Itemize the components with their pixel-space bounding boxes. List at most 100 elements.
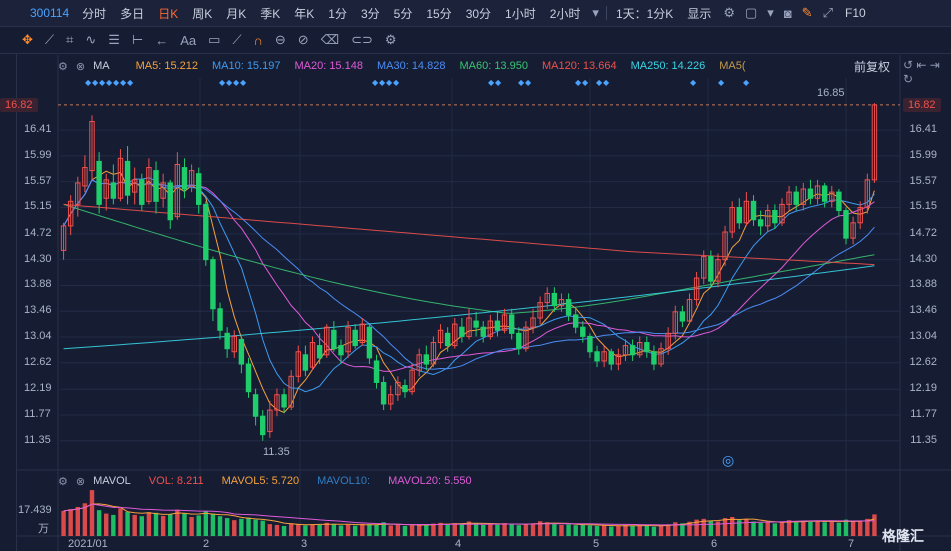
indicator-settings-icon[interactable]: ⚙	[58, 60, 68, 73]
volume-bar	[858, 520, 863, 536]
volume-bar	[203, 510, 209, 536]
period-tab-month-k[interactable]: 月K	[226, 6, 247, 21]
volume-close-icon[interactable]: ⊗	[75, 475, 86, 488]
candle-body	[715, 259, 721, 282]
camera-icon[interactable]: ◙	[783, 5, 792, 21]
candle-body	[359, 323, 366, 344]
period-tab-30min[interactable]: 30分	[465, 6, 492, 21]
period-tab-3min[interactable]: 3分	[360, 6, 380, 21]
volume-bar	[224, 518, 230, 536]
date-label: 4	[455, 538, 462, 550]
cycle-select[interactable]: 1天：1分K	[615, 6, 674, 21]
volume-settings-icon[interactable]: ⚙	[58, 475, 68, 488]
period-tab-5min[interactable]: 5分	[393, 6, 413, 21]
candle-body	[658, 348, 664, 365]
text-tool-icon[interactable]: Aa	[180, 32, 197, 48]
volume-bar	[402, 525, 408, 536]
period-tab-1hour[interactable]: 1小时	[505, 6, 536, 21]
fullscreen-icon[interactable]: ⤢	[822, 5, 833, 20]
candle-body	[167, 182, 173, 221]
candle-body	[757, 219, 764, 227]
event-marker: ◆	[603, 78, 610, 87]
display-select[interactable]: 显示	[687, 6, 712, 21]
chevron-down-icon[interactable]: ▾	[767, 5, 774, 20]
chevron-down-icon[interactable]: ▾	[592, 5, 599, 20]
lock-icon[interactable]: ⊖	[274, 32, 286, 47]
wave-tool-icon[interactable]: ∿	[85, 32, 97, 47]
volume-bar	[701, 518, 706, 536]
candle-body	[274, 394, 280, 411]
period-bar: 300114 分时 多日 日K 周K 月K 季K 年K 1分 3分 5分 15分…	[0, 0, 951, 27]
trash-icon[interactable]: ⌫	[320, 32, 340, 47]
ruler-icon[interactable]: ⟋	[232, 32, 242, 47]
separator	[605, 6, 607, 20]
volume-bar	[872, 514, 877, 536]
period-tab-multiday[interactable]: 多日	[120, 6, 145, 21]
magnet-icon[interactable]: ∩	[253, 32, 263, 48]
settings-gear-icon[interactable]: ⚙	[723, 5, 735, 20]
candle-body	[629, 345, 636, 356]
range-tool-icon[interactable]: ⊢	[131, 32, 144, 47]
candle-body	[160, 182, 166, 199]
channel-tool-icon[interactable]: ⌗	[66, 32, 74, 47]
candle-body	[416, 354, 422, 371]
volume-bar	[89, 490, 95, 536]
toolbar-settings-icon[interactable]: ⚙	[384, 32, 397, 47]
arrow-tool-icon[interactable]: ←	[155, 32, 169, 48]
rectangle-tool-icon[interactable]: ▭	[208, 32, 221, 47]
candle-body	[380, 381, 387, 405]
volume-bar	[367, 524, 372, 536]
hide-icon[interactable]: ⊘	[297, 32, 309, 47]
volume-bar	[260, 520, 265, 536]
pencil-icon[interactable]: ✎	[801, 5, 813, 20]
candle-body	[772, 210, 778, 224]
candle-body	[338, 345, 344, 356]
period-tab-1min[interactable]: 1分	[328, 6, 347, 21]
volume-bar	[182, 513, 187, 536]
indicator-close-icon[interactable]: ⊗	[75, 60, 86, 73]
stock-code[interactable]: 300114	[30, 6, 70, 20]
candle-body	[423, 354, 430, 365]
candle-body	[131, 179, 138, 193]
window-square-icon[interactable]: ▢	[744, 5, 758, 20]
volume-bar	[132, 514, 137, 536]
target-icon[interactable]: ◎	[722, 452, 735, 468]
mavol-label[interactable]: MAVOL	[93, 475, 131, 487]
crosshair-move-icon[interactable]: ✥	[22, 32, 33, 47]
price-tick-label-left: 11.35	[24, 433, 51, 446]
adjust-select[interactable]: 前复权	[854, 60, 891, 74]
volume-bar	[580, 524, 586, 536]
volume-bar	[594, 525, 600, 536]
event-marker: ◆	[518, 78, 525, 87]
period-tab-15min[interactable]: 15分	[426, 6, 452, 21]
line-tool-icon[interactable]: ⟋	[44, 32, 55, 47]
period-tab-day-k[interactable]: 日K	[158, 6, 179, 21]
candle-body	[231, 335, 237, 353]
event-marker: ◆	[525, 78, 532, 87]
f10-button[interactable]: F10	[844, 6, 866, 20]
candle-body	[843, 210, 849, 239]
ma-label[interactable]: MA	[93, 60, 110, 72]
candle-body	[388, 394, 394, 405]
candle-body	[103, 179, 109, 199]
period-tab-year-k[interactable]: 年K	[294, 6, 315, 21]
period-tab-week-k[interactable]: 周K	[192, 6, 213, 21]
link-icon[interactable]: ⊂⊃	[351, 32, 373, 47]
candle-body	[487, 320, 494, 337]
nav-back-icon[interactable]: ↺ ⇤ ⇥ ↻	[903, 58, 940, 86]
mavol10-value: MAVOL10:	[317, 475, 371, 487]
price-tick-label: 11.35	[910, 433, 937, 446]
ma250-value: MA250: 14.226	[630, 60, 706, 72]
volume-bar	[843, 519, 849, 536]
period-tab-2hour[interactable]: 2小时	[549, 6, 581, 21]
candle-body	[96, 160, 102, 205]
period-tab-fenshi[interactable]: 分时	[82, 6, 107, 21]
period-tab-quarter-k[interactable]: 季K	[260, 6, 281, 21]
candle-body	[153, 170, 159, 202]
ma60-line	[63, 203, 875, 314]
volume-bar	[274, 524, 280, 536]
fib-tool-icon[interactable]: ☰	[108, 32, 120, 47]
event-marker: ◆	[575, 78, 582, 87]
candle-body	[267, 409, 273, 433]
